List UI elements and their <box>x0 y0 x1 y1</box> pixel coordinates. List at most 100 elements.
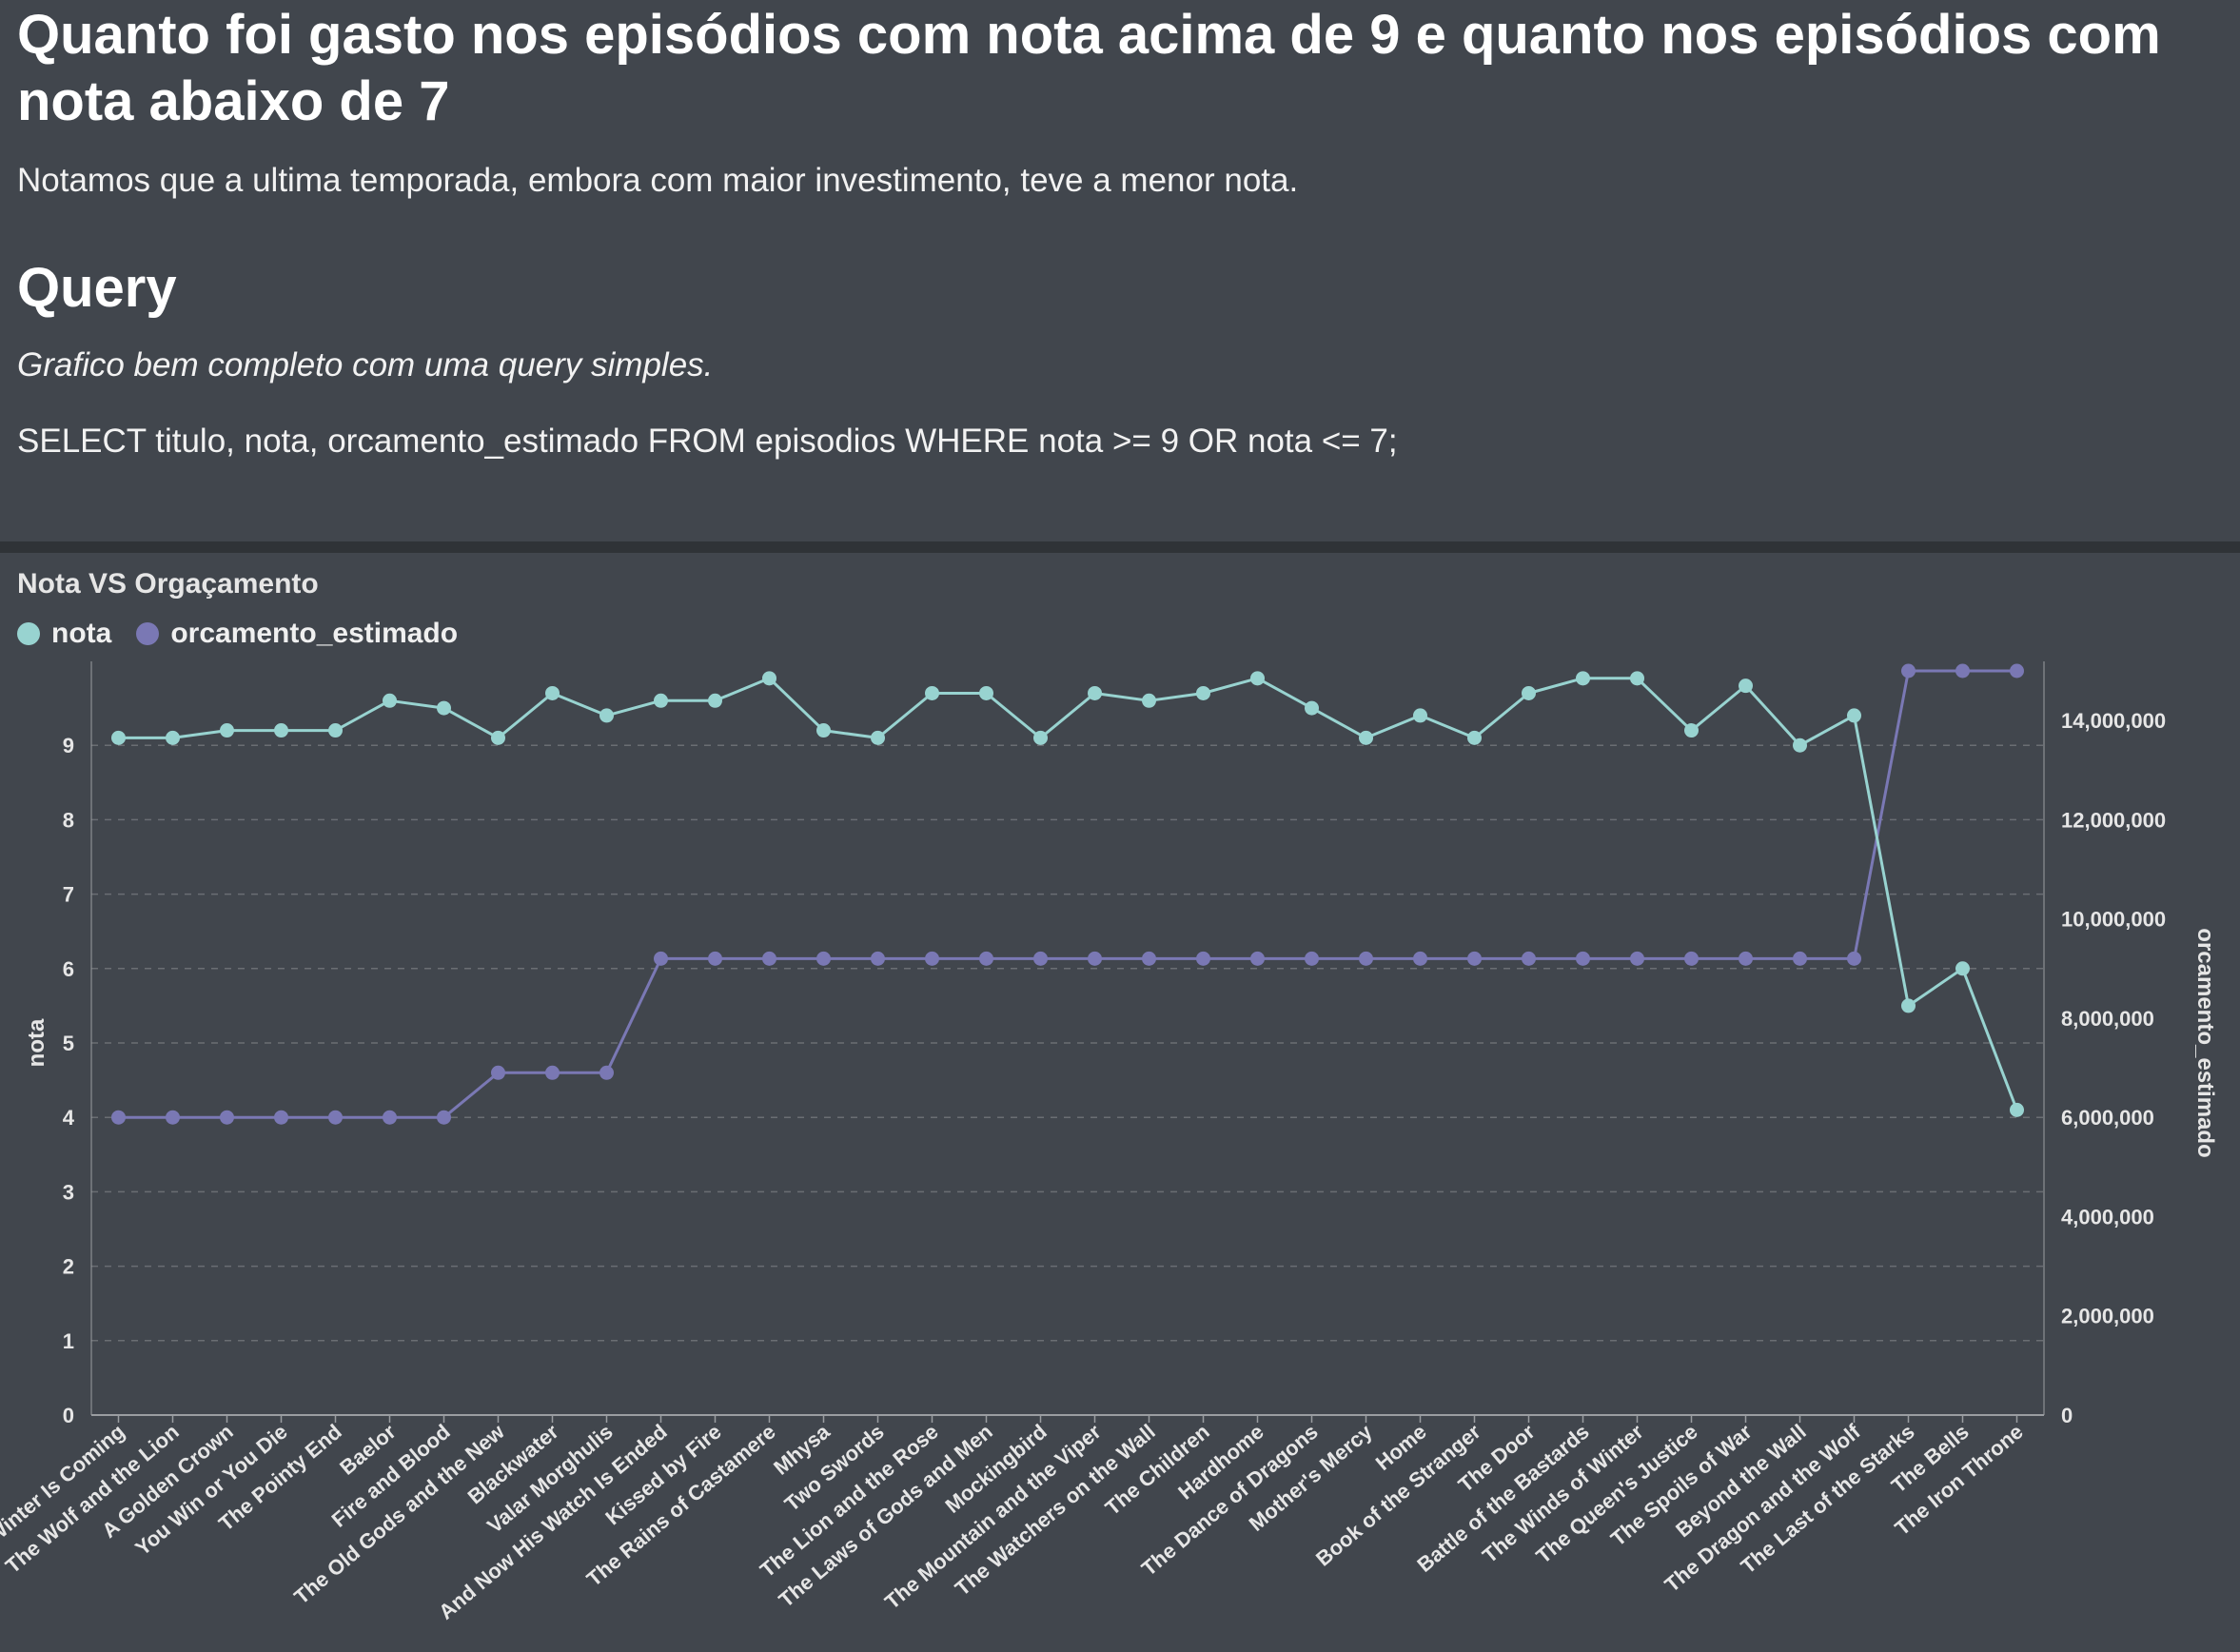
y-right-tick-label: 6,000,000 <box>2061 1106 2154 1130</box>
chart-title: Nota VS Orgaçamento <box>17 568 319 600</box>
legend-swatch-orcamento <box>136 622 160 645</box>
series-orcamento-point <box>1684 951 1699 966</box>
chart-svg: 0 1 2 3 4 5 6 7 8 9 0 2,000,000 4,000,000 6,000,000 8,… <box>0 661 2218 1624</box>
series-orcamento-point <box>545 1065 560 1080</box>
series-nota-point <box>383 693 397 708</box>
series-orcamento-point <box>1467 951 1482 966</box>
series-nota-point <box>545 685 560 700</box>
series-orcamento-point <box>328 1110 343 1125</box>
series-orcamento-point <box>979 951 993 966</box>
series-orcamento-point <box>1088 951 1102 966</box>
series-orcamento-point <box>274 1110 288 1125</box>
series-orcamento-point <box>925 951 939 966</box>
series-nota-point <box>491 730 505 745</box>
series-orcamento-point <box>491 1065 505 1080</box>
series-nota-point <box>2010 1102 2024 1117</box>
series-orcamento-point <box>1413 951 1427 966</box>
y-left-tick-label: 6 <box>63 957 74 981</box>
series-orcamento-point <box>599 1065 614 1080</box>
series-nota-point <box>1630 671 1644 686</box>
y-right-tick-label: 8,000,000 <box>2061 1007 2154 1031</box>
series-nota-point <box>1359 730 1373 745</box>
series-nota-point <box>274 723 288 738</box>
y-left-tick-label: 5 <box>63 1032 74 1055</box>
series-orcamento-point <box>1359 951 1373 966</box>
y-left-tick-label: 4 <box>63 1106 75 1130</box>
series-orcamento-line <box>118 669 2017 1119</box>
series-nota-point <box>1413 708 1427 723</box>
series-orcamento-point <box>1142 951 1156 966</box>
series-orcamento-point <box>1793 951 1807 966</box>
y-left-tick-label: 7 <box>63 883 74 907</box>
series-nota-point <box>1901 998 1916 1013</box>
legend-label-orcamento: orcamento_estimado <box>170 618 459 649</box>
legend-item-nota[interactable]: nota <box>17 618 111 650</box>
series-nota-point <box>1847 708 1861 723</box>
series-nota-point <box>1955 961 1970 976</box>
legend-label-nota: nota <box>51 618 112 649</box>
series-orcamento-point <box>166 1110 180 1125</box>
series-orcamento-point <box>1847 951 1861 966</box>
series-nota-point <box>1196 685 1210 700</box>
y-left-tick-label: 9 <box>63 734 74 757</box>
header-section: Quanto foi gasto nos episódios com nota … <box>0 0 2240 542</box>
series-nota-point <box>1305 700 1319 716</box>
series-orcamento-point <box>762 951 776 966</box>
series-nota-point <box>328 723 343 738</box>
series-orcamento-point <box>1739 951 1753 966</box>
series-orcamento-point <box>1305 951 1319 966</box>
series-orcamento-point <box>708 951 722 966</box>
page-subtitle: Notamos que a ultima temporada, embora c… <box>17 162 1299 199</box>
series-nota-point <box>1684 723 1699 738</box>
series-orcamento-point <box>1250 951 1265 966</box>
series-orcamento-point <box>437 1110 451 1125</box>
series-orcamento-point <box>2010 663 2024 678</box>
y-left-tick-label: 0 <box>63 1404 74 1427</box>
series-orcamento-point <box>871 951 885 966</box>
series-orcamento-point <box>1901 663 1916 678</box>
series-orcamento-point <box>220 1110 234 1125</box>
series-nota-point <box>1739 678 1753 694</box>
page-title: Quanto foi gasto nos episódios com nota … <box>17 4 2161 132</box>
series-nota-point <box>654 693 668 708</box>
series-nota-point <box>1467 730 1482 745</box>
series-orcamento-point <box>1576 951 1590 966</box>
series-orcamento-point <box>1522 951 1536 966</box>
series-nota-point <box>1250 671 1265 686</box>
series-orcamento-point <box>654 951 668 966</box>
y-right-tick-label: 4,000,000 <box>2061 1205 2154 1229</box>
series-nota-point <box>166 730 180 745</box>
series-nota-point <box>437 700 451 716</box>
query-sql: SELECT titulo, nota, orcamento_estimado … <box>17 423 1398 460</box>
series-nota-point <box>979 685 993 700</box>
y-right-tick-label: 0 <box>2061 1404 2073 1427</box>
series-orcamento-point <box>1033 951 1048 966</box>
y-left-tick-label: 3 <box>63 1180 74 1204</box>
y-left-tick-label: 2 <box>63 1255 74 1279</box>
series-nota-point <box>1793 738 1807 753</box>
section-divider <box>0 541 2240 553</box>
series-orcamento-point <box>1955 663 1970 678</box>
series-nota-point <box>1142 693 1156 708</box>
legend-item-orcamento[interactable]: orcamento_estimado <box>136 618 458 650</box>
series-orcamento-point <box>1196 951 1210 966</box>
legend-swatch-nota <box>17 622 40 645</box>
series-nota-point <box>111 730 126 745</box>
series-nota-point <box>1576 671 1590 686</box>
series-nota-point <box>925 685 939 700</box>
y-right-axis-title: orcamento_estimado <box>2192 928 2218 1157</box>
y-right-tick-label: 2,000,000 <box>2061 1305 2154 1328</box>
series-nota-point <box>871 730 885 745</box>
chart-panel: 0 1 2 3 4 5 6 7 8 9 0 2,000,000 4,000,000 6,000,000 8,… <box>0 553 2240 1652</box>
series-nota-point <box>599 708 614 723</box>
series-orcamento-point <box>383 1110 397 1125</box>
series-nota-point <box>1522 685 1536 700</box>
query-note: Grafico bem completo com uma query simpl… <box>17 346 714 384</box>
series-nota-point <box>1033 730 1048 745</box>
y-left-axis-title: nota <box>24 1018 49 1067</box>
series-nota-point <box>1088 685 1102 700</box>
y-right-tick-label: 12,000,000 <box>2061 808 2166 832</box>
series-orcamento-point <box>816 951 831 966</box>
series-nota-point <box>762 671 776 686</box>
y-left-tick-label: 8 <box>63 808 74 832</box>
